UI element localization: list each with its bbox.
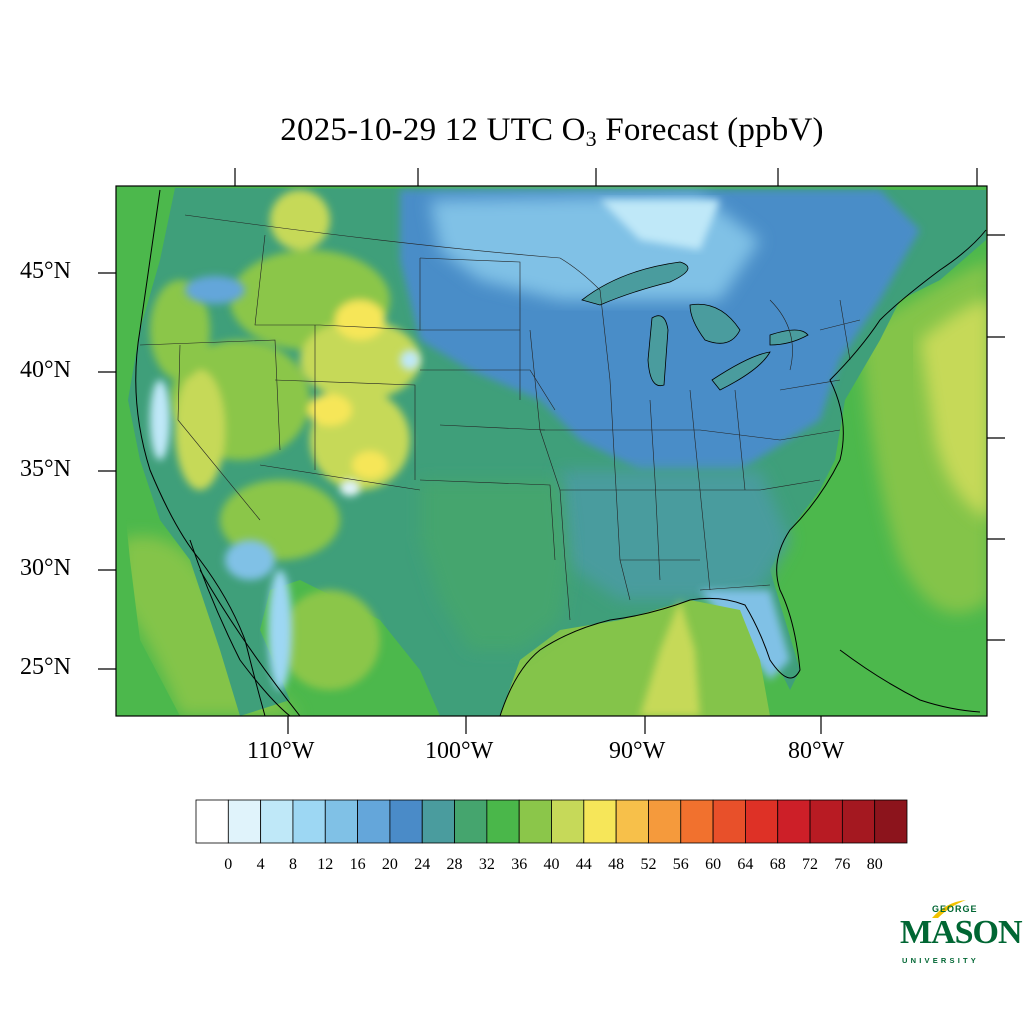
- logo-mason: MASON: [900, 914, 1023, 951]
- lon-label-110w: 110°W: [247, 738, 315, 764]
- colorbar-label: 52: [640, 856, 657, 873]
- colorbar-swatch: [680, 799, 714, 844]
- colorbar-label: 76: [834, 856, 851, 873]
- colorbar-label: 48: [608, 856, 625, 873]
- left-ticks: [98, 272, 116, 670]
- colorbar-swatch: [583, 799, 617, 844]
- state-boundaries: [139, 214, 861, 621]
- western-lightblue-patches: [150, 276, 420, 690]
- colorbar-label: 64: [737, 856, 754, 873]
- plains-green-zone: [420, 480, 570, 650]
- logo-university: UNIVERSITY: [902, 956, 980, 965]
- colorbar-label: 16: [349, 856, 366, 873]
- map-title: 2025-10-29 12 UTC O3 Forecast (ppbV): [280, 112, 824, 151]
- lat-label-25: 25°N: [20, 654, 71, 680]
- colorbar-swatch: [260, 799, 294, 844]
- colorbar-label: 44: [575, 856, 592, 873]
- lat-label-35: 35°N: [20, 456, 71, 482]
- colorbar-swatch: [227, 799, 262, 844]
- colorbar-swatch: [357, 799, 391, 844]
- atlantic-yellow-plume: [920, 300, 987, 519]
- colorbar-label: 4: [256, 856, 265, 873]
- lat-label-30: 30°N: [20, 555, 71, 581]
- colorbar: [195, 799, 908, 844]
- great-lakes: [581, 261, 809, 391]
- forecast-field: [116, 186, 987, 716]
- lon-label-90w: 90°W: [609, 738, 666, 764]
- colorbar-label: 56: [672, 856, 689, 873]
- north-lightest-patch: [600, 200, 720, 250]
- colorbar-label: 32: [478, 856, 495, 873]
- map-frame: [115, 185, 988, 717]
- lon-label-80w: 80°W: [788, 738, 845, 764]
- colorbar-swatch: [454, 799, 488, 844]
- colorbar-label: 36: [511, 856, 528, 873]
- gmu-logo: GEORGE MASON UNIVERSITY: [898, 898, 1023, 970]
- colorbar-label: 12: [317, 856, 334, 873]
- colorbar-swatch: [809, 799, 843, 844]
- colorbar-label: 0: [224, 856, 233, 873]
- colorbar-label: 24: [414, 856, 431, 873]
- southeast-teal-zone: [560, 470, 790, 600]
- colorbar-swatch: [874, 799, 908, 844]
- colorbar-swatch: [777, 799, 811, 844]
- colorbar-swatch: [518, 799, 552, 844]
- colorbar-swatch: [421, 799, 455, 844]
- gulf-yellow-streak: [640, 600, 700, 716]
- right-ticks: [987, 234, 1005, 641]
- bottom-ticks: [287, 716, 822, 734]
- colorbar-swatch: [292, 799, 326, 844]
- colorbar-label: 20: [381, 856, 398, 873]
- colorbar-swatch: [841, 799, 876, 844]
- colorbar-swatch: [195, 799, 229, 844]
- colorbar-label: 8: [289, 856, 297, 873]
- gulf-field: [500, 600, 770, 716]
- top-ticks: [234, 168, 978, 186]
- lat-label-45: 45°N: [20, 258, 71, 284]
- coastline: [135, 189, 987, 716]
- colorbar-swatch: [324, 799, 358, 844]
- lat-label-40: 40°N: [20, 357, 71, 383]
- colorbar-swatch: [615, 799, 649, 844]
- colorbar-label: 80: [866, 856, 883, 873]
- colorbar-swatch: [745, 799, 779, 844]
- colorbar-swatch: [712, 799, 746, 844]
- colorbar-label: 28: [446, 856, 463, 873]
- logo-george: GEORGE: [932, 904, 978, 914]
- logo-swoosh-icon: [932, 900, 966, 918]
- colorbar-label: 40: [543, 856, 560, 873]
- pacific-coast-field: [116, 320, 180, 716]
- colorbar-swatch: [648, 799, 682, 844]
- colorbar-swatch: [389, 799, 423, 844]
- lon-label-100w: 100°W: [425, 738, 494, 764]
- colorbar-swatch: [551, 799, 585, 844]
- colorbar-label: 68: [769, 856, 786, 873]
- colorbar-label: 72: [802, 856, 818, 873]
- colorbar-label: 60: [705, 856, 722, 873]
- colorbar-swatch: [486, 799, 520, 844]
